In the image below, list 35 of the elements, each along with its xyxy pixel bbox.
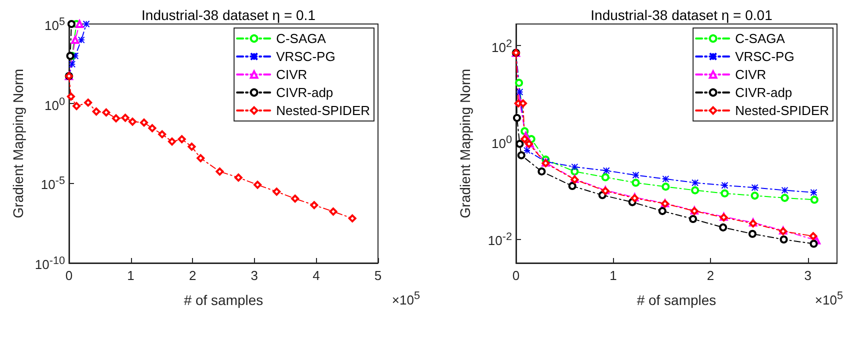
y-tick-label: 10$^{-2}$: [488, 230, 512, 248]
x-tick-label: 1: [127, 268, 134, 283]
legend-label: VRSC-PG: [276, 49, 336, 64]
y-axis-title: Gradient Mapping Norm: [10, 68, 26, 218]
y-tick-label: 10$^{-5}$: [40, 174, 65, 192]
legend-label: CIVR-adp: [735, 85, 792, 100]
legend-label: CIVR-adp: [276, 85, 334, 100]
legend-label: CIVR: [276, 67, 308, 82]
x-axis-title: # of samples: [636, 292, 716, 308]
legend-label: C-SAGA: [276, 31, 326, 46]
y-tick-label: 10$^{5}$: [44, 14, 65, 34]
x-axis-title: # of samples: [184, 292, 264, 308]
x-tick-label: 2: [188, 268, 196, 283]
text: ×10$^{5}$: [814, 289, 843, 308]
text: ×10$^{5}$: [392, 289, 420, 308]
y-axis-title: Gradient Mapping Norm: [457, 68, 473, 218]
chart-title: Industrial-38 dataset η = 0.01: [590, 7, 773, 23]
legend-label: Nested-SPIDER: [276, 103, 370, 118]
x-tick-label: 2: [706, 268, 714, 283]
y-tick-label: 10$^{0}$: [492, 133, 512, 152]
x-tick-label: 4: [312, 268, 320, 283]
x-tick-label: 3: [804, 268, 812, 283]
legend-label: Nested-SPIDER: [735, 103, 829, 118]
x-tick-label: 0: [65, 268, 73, 283]
y-tick-label: 10$^{-10}$: [34, 254, 65, 272]
legend-label: CIVR: [735, 67, 766, 82]
y-tick-label: 10$^{0}$: [44, 94, 65, 113]
chart-title: Industrial-38 dataset η = 0.1: [142, 7, 316, 23]
x-tick-label: 0: [512, 268, 520, 283]
x-tick-label: 5: [374, 268, 382, 283]
legend-label: VRSC-PG: [735, 49, 794, 64]
legend-label: C-SAGA: [735, 31, 786, 46]
x-tick-label: 3: [250, 268, 258, 283]
x-tick-label: 1: [610, 268, 617, 283]
y-tick-label: 10$^{2}$: [492, 36, 512, 55]
